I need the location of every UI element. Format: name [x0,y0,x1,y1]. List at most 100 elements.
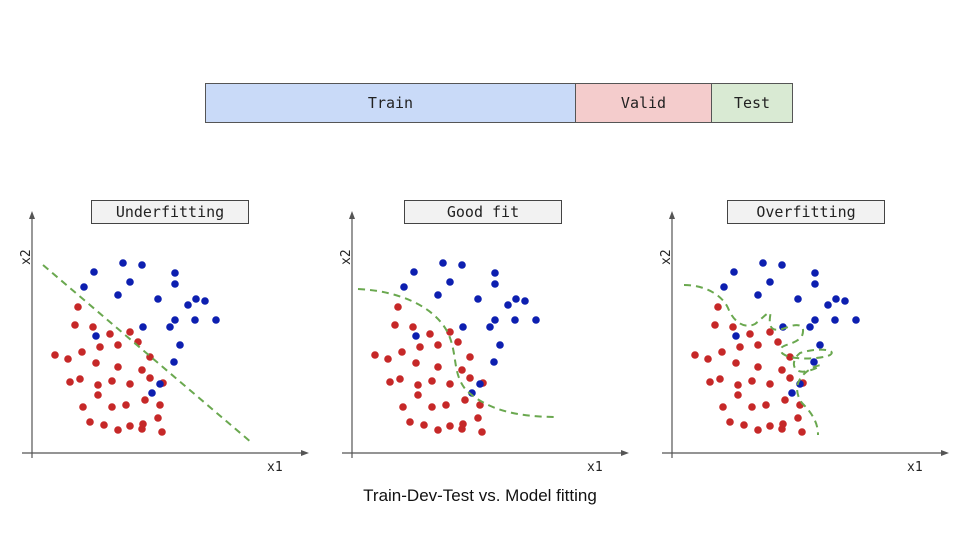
class-b-point [171,269,179,277]
x-axis-arrow [621,450,629,456]
class-a-point [476,401,484,409]
class-a-point [754,363,762,371]
class-b-point [114,291,122,299]
figure-caption: Train-Dev-Test vs. Model fitting [363,486,597,505]
class-b-point [458,261,466,269]
class-a-point [446,380,454,388]
class-a-point [409,323,417,331]
class-a-point [92,359,100,367]
class-a-point [406,418,414,426]
class-b-point [400,283,408,291]
class-b-point [766,278,774,286]
panel-title: Underfitting [91,200,249,224]
class-a-point [122,401,130,409]
class-a-point [94,381,102,389]
class-a-point [704,355,712,363]
class-a-point [108,377,116,385]
class-b-point [816,341,824,349]
class-a-point [106,330,114,338]
class-a-point [458,425,466,433]
class-b-point [832,295,840,303]
class-a-point [434,363,442,371]
class-b-point [171,316,179,324]
class-a-point [766,380,774,388]
class-a-point [114,341,122,349]
class-b-point [446,278,454,286]
class-a-point [76,375,84,383]
class-a-point [706,378,714,386]
good-fit-panel: x1 x2 Good fit [339,195,650,485]
class-a-point [158,428,166,436]
class-b-point [90,268,98,276]
class-b-point [811,316,819,324]
panel-title: Overfitting [727,200,885,224]
class-b-point [192,295,200,303]
data-points [51,259,220,436]
class-a-point [478,428,486,436]
train-label: Train [367,94,414,112]
class-a-point [434,341,442,349]
class-a-point [726,418,734,426]
overfitting-plot: x1 x2 [659,211,949,475]
class-b-point [811,280,819,288]
class-b-point [831,316,839,324]
class-b-point [732,332,740,340]
class-a-point [691,351,699,359]
class-a-point [714,303,722,311]
class-a-point [711,321,719,329]
class-a-point [398,348,406,356]
class-a-point [442,401,450,409]
class-b-point [511,316,519,324]
class-b-point [810,358,818,366]
y-axis-arrow [349,211,355,219]
class-b-point [126,278,134,286]
class-a-point [399,403,407,411]
class-b-point [491,269,499,277]
class-a-point [154,414,162,422]
class-a-point [746,330,754,338]
class-b-point [434,291,442,299]
class-a-point [794,414,802,422]
class-a-point [94,391,102,399]
valid-segment: Valid [575,84,711,122]
class-b-point [170,358,178,366]
class-a-point [458,366,466,374]
class-b-point [138,261,146,269]
class-a-point [748,403,756,411]
class-a-point [96,343,104,351]
class-a-point [786,353,794,361]
class-a-point [426,330,434,338]
class-b-point [720,283,728,291]
class-b-point [148,389,156,397]
class-a-point [774,338,782,346]
y-axis-arrow [669,211,675,219]
class-b-point [788,389,796,397]
class-b-point [201,297,209,305]
x-axis-label: x1 [587,460,603,475]
class-b-point [156,380,164,388]
test-segment: Test [711,84,792,122]
class-a-point [454,338,462,346]
data-points [691,259,860,436]
class-b-point [412,332,420,340]
good-fit-plot: x1 x2 [339,211,629,475]
class-b-point [496,341,504,349]
x-axis-label: x1 [267,460,283,475]
class-a-point [156,401,164,409]
class-a-point [420,421,428,429]
class-a-point [781,396,789,404]
class-a-point [51,351,59,359]
class-a-point [446,422,454,430]
class-a-point [778,425,786,433]
panel-title: Good fit [404,200,562,224]
class-a-point [412,359,420,367]
class-a-point [114,426,122,434]
y-axis-label: x2 [339,249,354,265]
class-b-point [532,316,540,324]
class-b-point [166,323,174,331]
class-a-point [126,422,134,430]
class-a-point [466,353,474,361]
class-b-point [184,301,192,309]
test-label: Test [733,94,771,112]
class-a-point [86,418,94,426]
